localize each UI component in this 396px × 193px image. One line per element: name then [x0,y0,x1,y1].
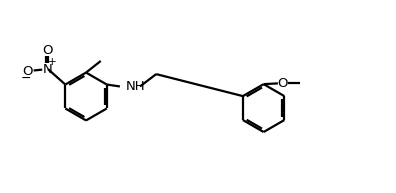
Text: +: + [48,57,57,67]
Text: O: O [278,77,288,90]
Text: −: − [21,72,31,85]
Text: NH: NH [125,80,145,93]
Text: O: O [43,44,53,57]
Text: O: O [23,64,33,78]
Text: N: N [43,63,53,76]
